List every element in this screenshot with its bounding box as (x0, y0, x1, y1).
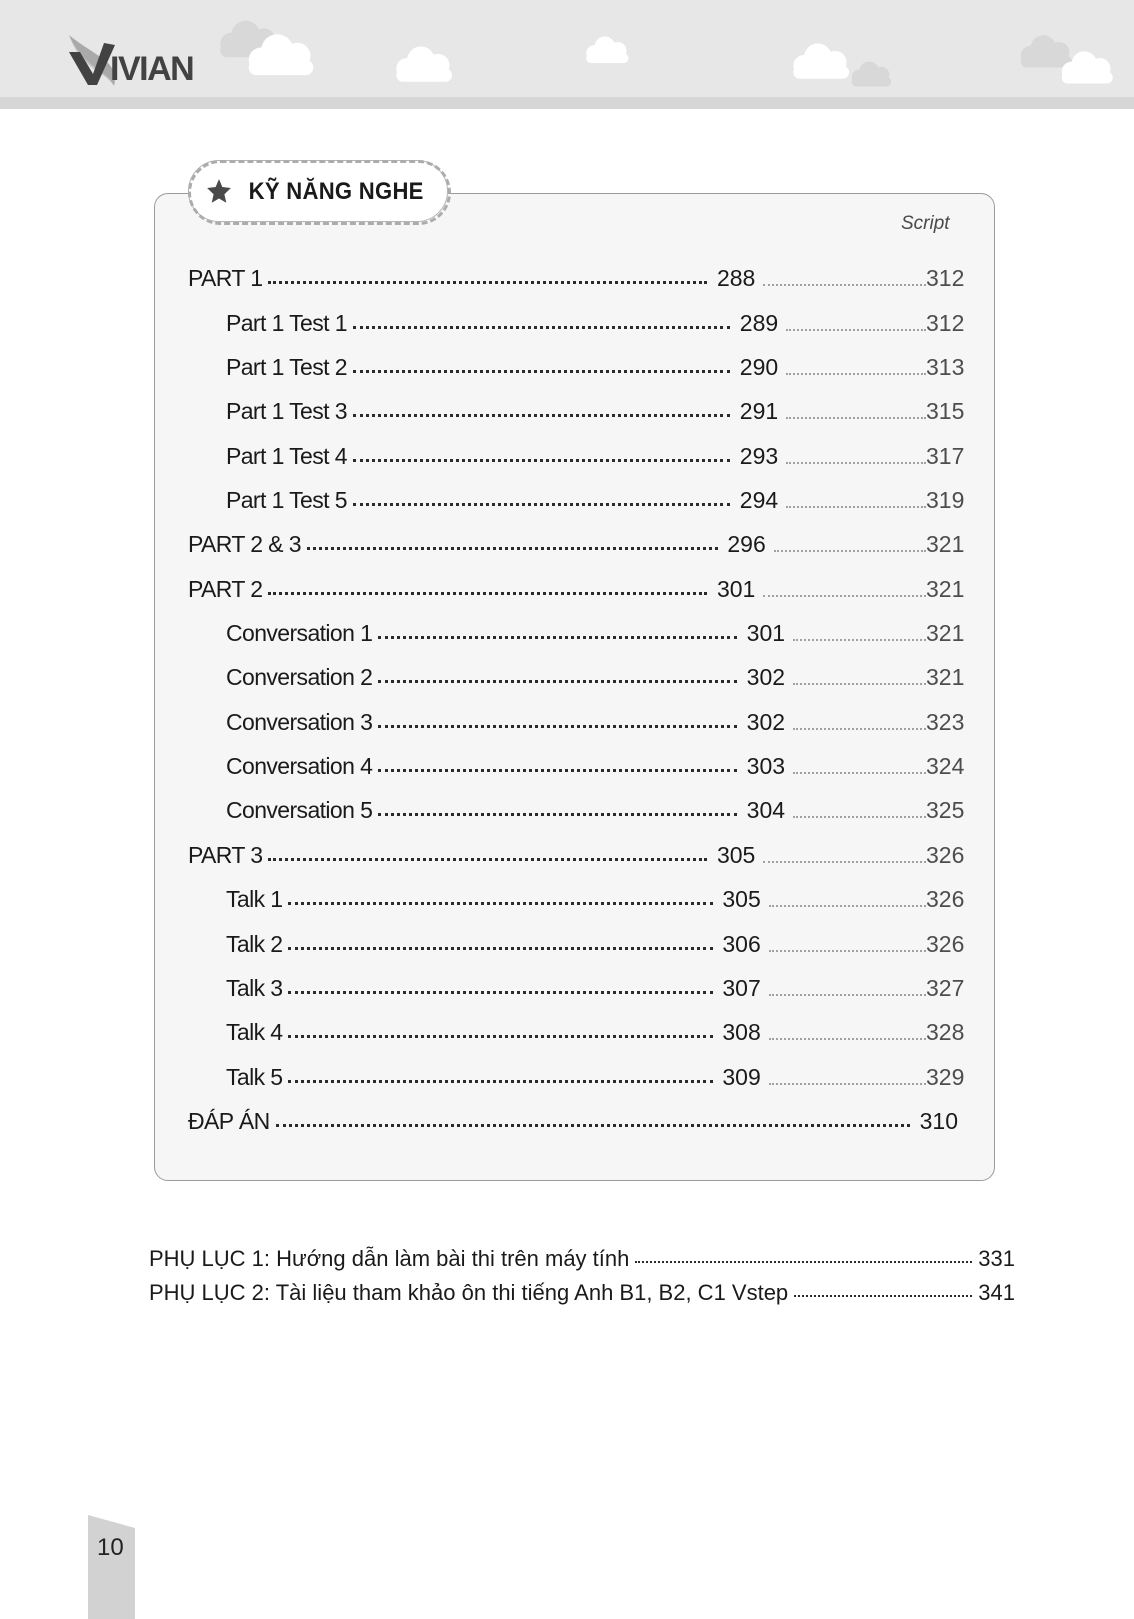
svg-text:10: 10 (97, 1534, 124, 1561)
